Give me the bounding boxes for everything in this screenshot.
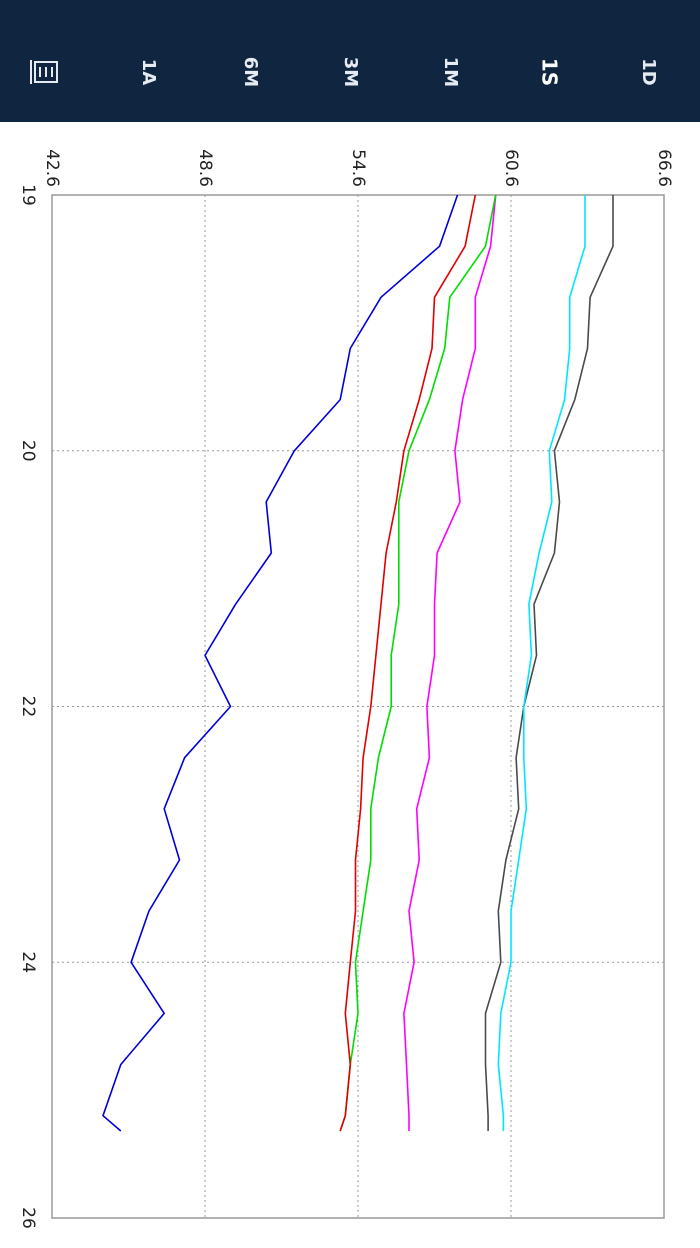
tab[interactable]: 1A <box>138 59 159 86</box>
x-tick-label: 20 <box>18 440 38 462</box>
series-line <box>403 194 497 1131</box>
series-line <box>339 194 477 1132</box>
value-tick-label: 54.6 <box>348 149 368 187</box>
value-tick-label: 66.6 <box>654 149 674 187</box>
header-bar <box>0 0 700 122</box>
value-tick-label: 42.6 <box>42 149 62 187</box>
x-tick-label: 26 <box>18 1207 38 1229</box>
series-line <box>102 194 459 1132</box>
tab[interactable]: 1D <box>638 58 659 85</box>
series-line <box>484 195 614 1131</box>
tab[interactable]: 1M <box>440 57 461 87</box>
series-line <box>497 195 586 1131</box>
tab[interactable]: 3M <box>340 57 361 87</box>
value-tick-label: 48.6 <box>195 149 215 187</box>
x-tick-label: 19 <box>18 184 38 206</box>
tab[interactable]: 1S <box>538 58 562 86</box>
menu-icon[interactable] <box>30 60 58 84</box>
x-tick-label: 22 <box>18 696 38 718</box>
x-tick-label: 24 <box>18 951 38 973</box>
series-line <box>339 194 497 1132</box>
value-tick-label: 60.6 <box>501 149 521 187</box>
tab[interactable]: 6M <box>240 57 261 87</box>
